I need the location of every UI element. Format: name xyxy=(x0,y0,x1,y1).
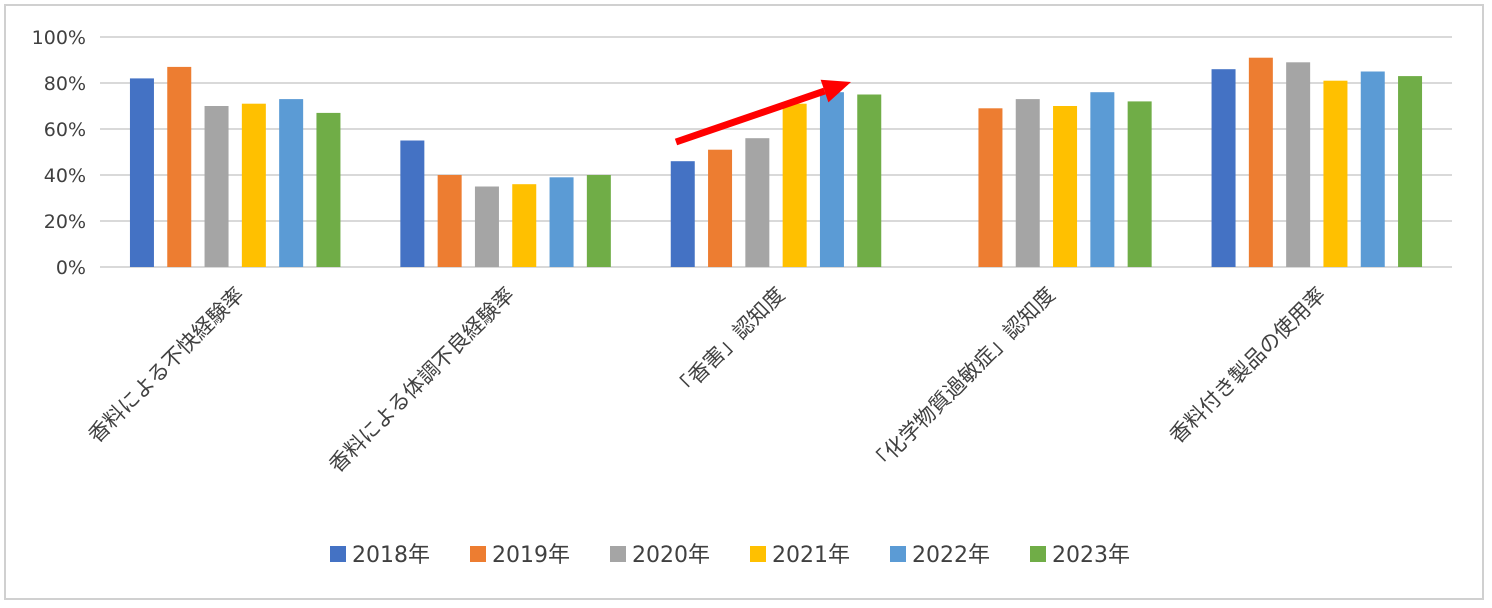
legend-swatch xyxy=(1030,546,1046,562)
bar xyxy=(474,186,499,267)
legend-label: 2018年 xyxy=(352,543,430,568)
y-tick-label: 40% xyxy=(44,165,86,187)
bar xyxy=(1286,62,1311,267)
y-tick-label: 20% xyxy=(44,211,86,233)
arrow-shaft xyxy=(674,87,826,146)
y-tick-label: 0% xyxy=(56,257,86,279)
bar xyxy=(586,175,611,267)
bar xyxy=(549,177,574,267)
legend: 2018年 2019年 2020年 2021年 2022年 2023年 xyxy=(330,543,1130,568)
category-label: 香料による体調不良経験率 xyxy=(324,283,519,478)
bar xyxy=(819,92,844,267)
legend-swatch xyxy=(750,546,766,562)
arrow-head xyxy=(820,79,851,103)
legend-label: 2019年 xyxy=(492,543,570,568)
category-label: 「化学物質過敏症」認知度 xyxy=(865,283,1060,478)
legend-label: 2022年 xyxy=(912,543,990,568)
annotation-arrow xyxy=(674,79,851,146)
bar xyxy=(978,108,1003,267)
legend-swatch xyxy=(890,546,906,562)
bar xyxy=(1211,69,1236,267)
bar xyxy=(1127,101,1152,268)
bar xyxy=(1398,76,1423,267)
legend-label: 2021年 xyxy=(772,543,850,568)
category-label: 「香害」認知度 xyxy=(669,283,790,404)
category-labels: 香料による不快経験率 香料による体調不良経験率 「香害」認知度 「化学物質過敏症」認知… xyxy=(84,283,1331,478)
bar xyxy=(1248,57,1273,268)
category-label: 香料による不快経験率 xyxy=(84,283,249,448)
bar xyxy=(1323,80,1348,267)
chart-frame xyxy=(4,4,1484,600)
legend-swatch xyxy=(610,546,626,562)
y-tick-label: 80% xyxy=(44,73,86,95)
bar xyxy=(857,94,882,267)
legend-swatch xyxy=(330,546,346,562)
bar xyxy=(241,103,266,267)
bar xyxy=(1015,99,1040,267)
bar xyxy=(316,112,341,268)
bar xyxy=(204,106,229,267)
legend-label: 2020年 xyxy=(632,543,710,568)
bar xyxy=(437,175,462,267)
bar xyxy=(129,78,154,268)
y-axis-ticks: 0% 20% 40% 60% 80% 100% xyxy=(32,27,86,279)
bar xyxy=(1053,106,1078,267)
bar xyxy=(782,103,807,267)
bars xyxy=(129,57,1423,268)
bar xyxy=(1360,71,1385,267)
bar xyxy=(1090,92,1115,267)
category-label: 香料付き製品の使用率 xyxy=(1165,283,1330,448)
legend-label: 2023年 xyxy=(1052,543,1130,568)
bar xyxy=(745,138,770,267)
bar xyxy=(708,149,733,267)
bar xyxy=(670,161,695,267)
bar xyxy=(279,99,304,267)
y-tick-label: 60% xyxy=(44,119,86,141)
y-tick-label: 100% xyxy=(32,27,86,49)
bar xyxy=(400,140,425,267)
bar xyxy=(512,184,537,267)
legend-swatch xyxy=(470,546,486,562)
bar xyxy=(167,66,192,268)
